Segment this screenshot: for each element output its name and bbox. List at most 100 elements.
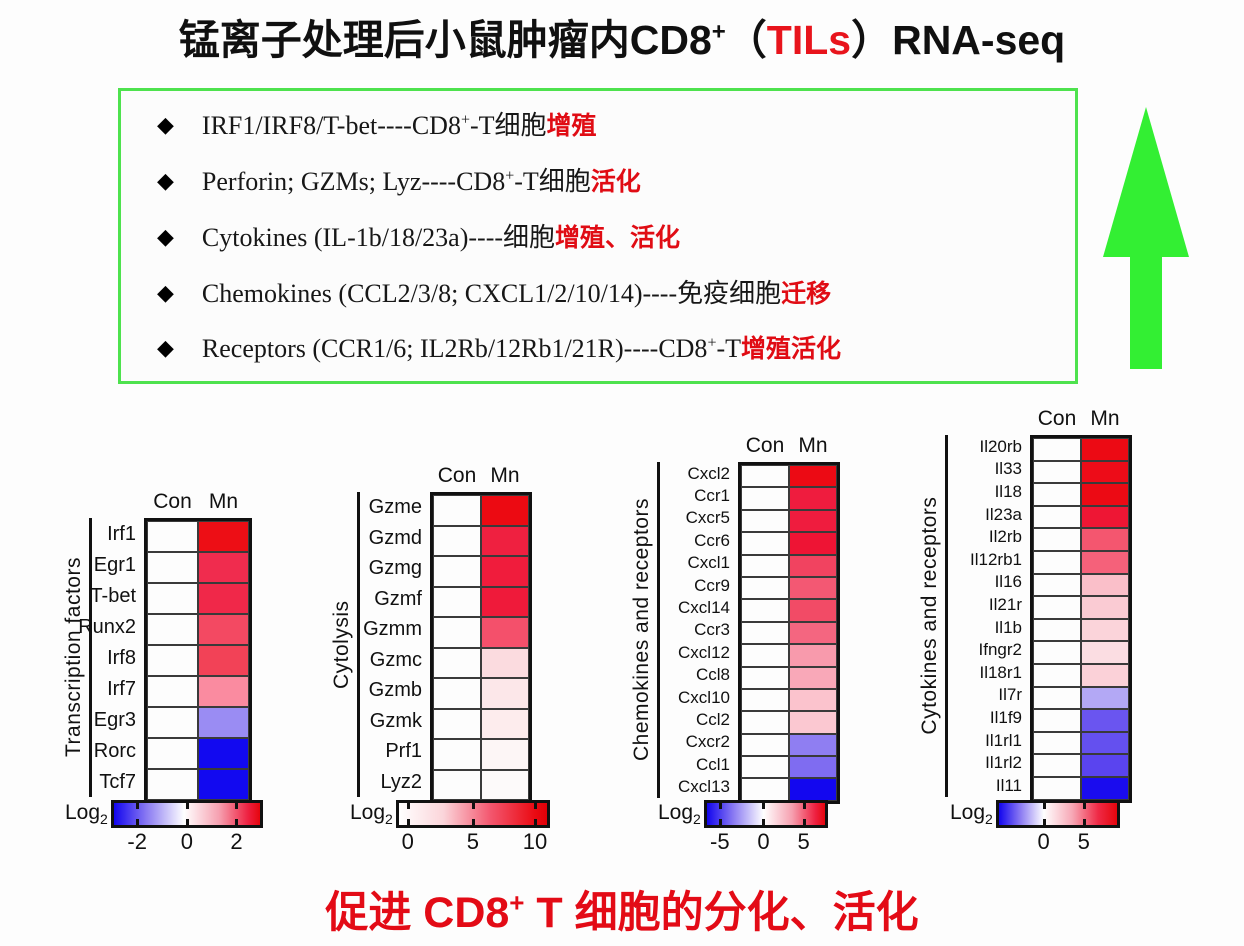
heatmap-row <box>1033 438 1129 461</box>
heatmap-cell <box>147 645 198 676</box>
heatmap-cell <box>198 769 249 800</box>
gene-label: Ccl8 <box>695 665 730 685</box>
heatmap-row <box>1033 641 1129 664</box>
heatmap-cell <box>1081 483 1129 506</box>
heatmap-row <box>741 666 837 689</box>
colorbar: Log2 0 5 <box>950 800 1120 854</box>
heatmap-row <box>1033 596 1129 619</box>
heatmap-row <box>147 583 249 614</box>
column-header-con: Con <box>745 434 785 457</box>
gene-label: Il1b <box>994 617 1022 637</box>
heatmap-cell <box>1033 776 1081 800</box>
heatmap-row <box>741 644 837 667</box>
heatmap-cell <box>481 739 529 770</box>
footer-post: T 细胞的分化、活化 <box>524 889 919 937</box>
colorbar: Log2 -5 0 5 <box>658 800 828 854</box>
heatmap-cell <box>1033 483 1081 506</box>
heatmap-cell <box>1033 709 1081 732</box>
gene-label: T-bet <box>90 584 136 607</box>
bullet-text-highlight: 活化 <box>590 168 641 196</box>
heatmap-cell <box>198 676 249 707</box>
heatmap-cell <box>1081 550 1129 574</box>
column-header-mn: Mn <box>490 464 520 487</box>
heatmap-cell <box>1081 596 1129 619</box>
heatmap-row <box>1033 709 1129 732</box>
gene-label: Il2rb <box>988 527 1022 547</box>
gene-label: Il1rl1 <box>985 730 1022 750</box>
colorbar-tick <box>406 803 410 809</box>
colorbar-tick-label: 5 <box>1077 829 1090 854</box>
gene-label: Il1f9 <box>989 707 1022 727</box>
gene-label: Prf1 <box>385 740 422 763</box>
heatmap-cell <box>147 552 198 583</box>
colorbar-label-subscript: 2 <box>385 811 393 828</box>
arrow-shaft-shape <box>1130 255 1162 369</box>
heatmap-cell <box>741 532 789 555</box>
heatmap-row <box>147 614 249 645</box>
column-header-row: Con Mn <box>147 490 249 514</box>
heatmap-row <box>741 576 837 600</box>
gene-label: Gzmd <box>368 526 422 549</box>
heatmap-cell <box>481 708 529 739</box>
heatmap-row <box>147 552 249 583</box>
colorbar-tick-label: 5 <box>466 829 479 854</box>
heatmap-cell <box>198 738 249 769</box>
colorbar-tick-label: -2 <box>127 829 147 854</box>
colorbar-tick-label: 0 <box>1037 829 1050 854</box>
heatmap-cell <box>741 576 789 600</box>
heatmap-row <box>1033 505 1129 529</box>
page-title: 锰离子处理后小鼠肿瘤内CD8+（TILs）RNA-seq <box>0 6 1244 66</box>
gene-label: Rorc <box>93 739 136 762</box>
colorbar-label-text: Log <box>65 800 101 824</box>
heatmap-cell <box>1081 528 1129 551</box>
heatmap-row <box>741 711 837 734</box>
colorbar-label-text: Log <box>658 800 694 824</box>
colorbar-label-subscript: 2 <box>100 811 108 828</box>
diamond-bullet-icon: ◆ <box>157 113 174 138</box>
heatmap-cell <box>147 614 198 645</box>
panel-bracket <box>945 435 948 797</box>
heatmap-cell <box>789 487 837 510</box>
heatmap-row <box>741 756 837 779</box>
colorbar-tick <box>406 819 410 825</box>
heatmap-cell <box>433 708 481 739</box>
bullet-text-black: Receptors (CCR1/6; IL2Rb/12Rb1/21R)----C… <box>201 334 708 363</box>
colorbar-tick <box>718 819 722 825</box>
heatmap-cell <box>433 495 481 526</box>
bullet-text-black: Cytokines (IL-1b/18/23a)----细胞 <box>201 223 556 252</box>
heatmap-row <box>1033 528 1129 551</box>
heatmap-cell <box>789 621 837 645</box>
heatmap-row <box>433 678 529 709</box>
diamond-bullet-icon: ◆ <box>157 336 174 361</box>
gene-label: Cxcr5 <box>685 508 730 528</box>
title-pre: 锰离子处理后小鼠肿瘤内CD8 <box>178 17 712 63</box>
column-header-con: Con <box>437 464 477 487</box>
gene-label: Il7r <box>998 685 1022 705</box>
heatmap-cell <box>433 525 481 556</box>
heatmap-cell <box>741 554 789 577</box>
gene-label: Cxcl13 <box>678 777 730 797</box>
bullet-text: Receptors (CCR1/6; IL2Rb/12Rb1/21R)----C… <box>202 329 841 365</box>
heatmap-cell <box>198 707 249 738</box>
heatmap-cell <box>481 586 529 617</box>
bullet-item: ◆ Perforin; GZMs; Lyz----CD8+-T细胞活化 <box>157 161 641 198</box>
heatmap-row <box>741 621 837 645</box>
colorbar-tick-label: -5 <box>710 829 730 854</box>
colorbar-tick <box>718 803 722 809</box>
heatmap-cell <box>1033 663 1081 687</box>
heatmap-row <box>147 707 249 738</box>
gene-label: Ccr3 <box>694 620 730 640</box>
heatmap-cell <box>147 707 198 738</box>
heatmap-cell <box>1081 709 1129 732</box>
heatmap-cell <box>1033 754 1081 777</box>
colorbar-tick-label: 5 <box>797 829 810 854</box>
gene-label: Irf8 <box>107 646 136 669</box>
gene-label: Il1rl2 <box>985 753 1022 773</box>
heatmap-cell <box>433 556 481 587</box>
colorbar-tick-label: 0 <box>180 829 193 854</box>
heatmap-cell <box>789 644 837 667</box>
heatmap-row <box>1033 754 1129 777</box>
gene-label: Ccl1 <box>695 754 730 774</box>
heatmap-cell <box>741 621 789 645</box>
column-header-mn: Mn <box>1090 407 1120 430</box>
